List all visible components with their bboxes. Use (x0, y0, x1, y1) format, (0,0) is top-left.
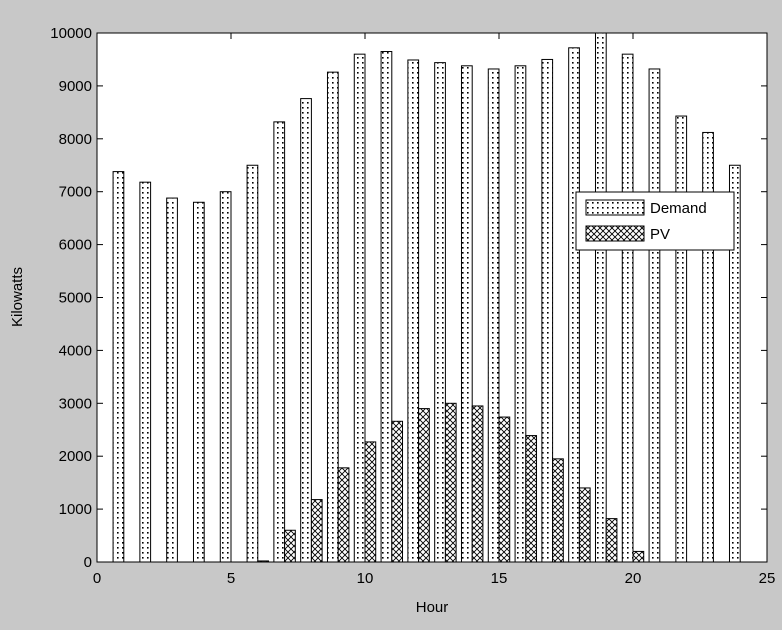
bar-demand-hour-17 (541, 58, 554, 563)
y-tick-label-2000: 2000 (59, 448, 92, 465)
bar-pv-hour-18 (578, 487, 591, 563)
bar-demand-hour-7 (273, 121, 286, 563)
bar-demand-hour-15 (487, 68, 500, 563)
y-tick-label-10000: 10000 (50, 25, 92, 42)
x-axis-title: Hour (416, 599, 449, 616)
y-tick-label-6000: 6000 (59, 237, 92, 254)
bar-pv-hour-15 (498, 416, 511, 563)
bar-pv-hour-16 (525, 435, 538, 563)
y-tick-label-5000: 5000 (59, 290, 92, 307)
legend-swatch-demand (585, 199, 645, 216)
bar-demand-hour-3 (166, 197, 178, 563)
bar-pv-hour-12 (418, 408, 430, 563)
bar-demand-hour-10 (353, 53, 366, 563)
bar-pv-hour-7 (284, 529, 296, 563)
bar-demand-hour-8 (300, 98, 312, 563)
y-axis-title: Kilowatts (9, 267, 26, 327)
bar-demand-hour-6 (246, 164, 259, 563)
bar-demand-hour-16 (514, 65, 527, 563)
bar-pv-hour-17 (552, 458, 564, 563)
bar-pv-hour-11 (391, 420, 404, 563)
bar-demand-hour-2 (139, 181, 152, 563)
bar-demand-hour-9 (326, 71, 339, 563)
y-tick-label-8000: 8000 (59, 131, 92, 148)
bar-pv-hour-13 (444, 402, 457, 563)
bar-pv-hour-8 (310, 499, 323, 563)
bar-demand-hour-11 (380, 51, 393, 563)
y-tick-label-3000: 3000 (59, 395, 92, 412)
y-tick-label-7000: 7000 (59, 184, 92, 201)
bar-demand-hour-5 (219, 191, 232, 563)
legend-swatch-pv (585, 225, 645, 242)
bar-pv-hour-10 (364, 441, 377, 563)
bar-demand-hour-18 (568, 47, 580, 563)
bar-pv-hour-14 (471, 405, 484, 563)
x-tick-label-20: 20 (625, 570, 642, 587)
x-tick-label-5: 5 (227, 570, 235, 587)
x-tick-label-15: 15 (491, 570, 508, 587)
y-tick-label-0: 0 (84, 554, 92, 571)
y-tick-label-9000: 9000 (59, 78, 92, 95)
bar-demand-hour-12 (407, 59, 420, 563)
bar-pv-hour-9 (337, 467, 350, 563)
bar-demand-hour-19 (594, 32, 607, 563)
x-tick-label-25: 25 (759, 570, 776, 587)
x-tick-label-10: 10 (357, 570, 374, 587)
bar-demand-hour-14 (460, 65, 473, 563)
y-tick-label-1000: 1000 (59, 501, 92, 518)
bar-demand-hour-22 (675, 115, 688, 563)
bar-pv-hour-20 (632, 550, 645, 563)
legend-label-demand: Demand (650, 200, 707, 217)
bar-pv-hour-19 (605, 518, 618, 563)
bar-demand-hour-4 (192, 201, 205, 563)
y-tick-label-4000: 4000 (59, 342, 92, 359)
ticks-layer: 0100020003000400050006000700080009000100… (50, 25, 775, 587)
bar-demand-hour-13 (434, 62, 446, 563)
bar-demand-hour-21 (648, 68, 661, 563)
legend: Demand PV (575, 191, 735, 251)
bar-demand-hour-1 (112, 171, 125, 563)
legend-label-pv: PV (650, 226, 670, 243)
x-tick-label-0: 0 (93, 570, 101, 587)
bar-demand-hour-20 (621, 53, 634, 563)
